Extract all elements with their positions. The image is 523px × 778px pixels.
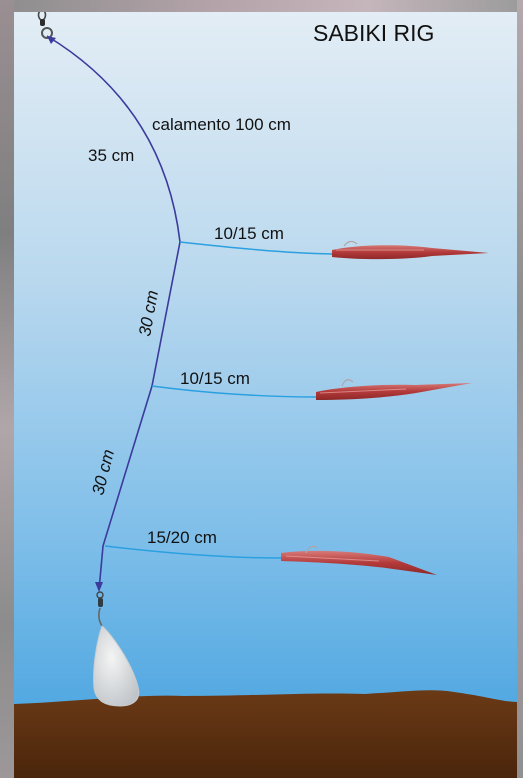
top-segment-label: 35 cm — [88, 146, 134, 165]
main-line-label: calamento 100 cm — [152, 115, 291, 134]
photo-frame-top — [0, 0, 523, 12]
seabed — [14, 690, 517, 778]
main-line — [46, 35, 181, 591]
main-line-arrow-bottom — [95, 582, 103, 592]
sinker-icon — [93, 625, 140, 707]
dropper-2-label: 10/15 cm — [180, 369, 250, 388]
dropper-line-1 — [179, 241, 333, 255]
lure-icon — [332, 240, 489, 260]
dropper-3-label: 15/20 cm — [147, 528, 217, 547]
swivel-icon — [37, 12, 53, 39]
diagram-title: SABIKI RIG — [313, 20, 434, 46]
photo-frame-left — [0, 0, 14, 778]
dropper-line-2 — [151, 385, 317, 398]
photo-frame-right — [517, 0, 523, 778]
lure-icon — [281, 545, 437, 575]
lure-icon — [316, 379, 472, 400]
main-line-arrow-top — [47, 36, 56, 44]
dropper-line-3 — [104, 545, 282, 559]
rig-diagram-svg: SABIKI RIG calamento 100 cm 35 cm 30 cm … — [14, 12, 517, 778]
dropper-1-label: 10/15 cm — [214, 224, 284, 243]
swivel-icon — [96, 591, 104, 627]
rig-diagram: SABIKI RIG calamento 100 cm 35 cm 30 cm … — [14, 12, 517, 778]
